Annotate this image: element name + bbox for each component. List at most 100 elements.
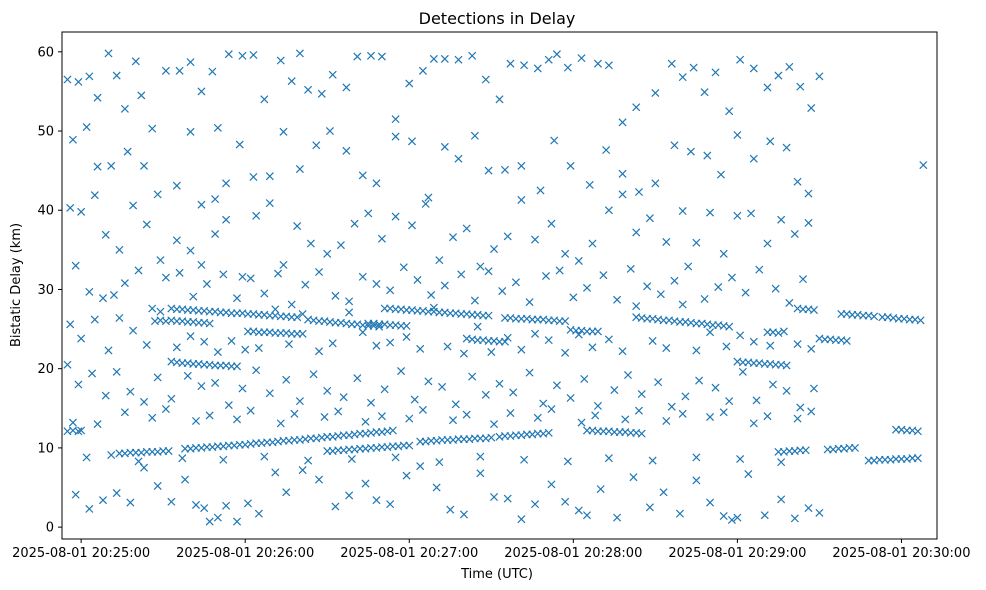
data-point <box>550 136 559 145</box>
data-point <box>692 476 701 485</box>
data-point <box>293 222 302 231</box>
data-point <box>623 370 633 380</box>
data-point <box>602 146 611 155</box>
data-point <box>260 95 269 104</box>
data-point <box>315 268 324 277</box>
data-point <box>774 329 783 338</box>
data-point <box>520 61 529 70</box>
data-point <box>440 142 449 151</box>
data-point <box>142 340 151 349</box>
data-point <box>202 279 211 288</box>
data-point <box>211 195 220 204</box>
data-point <box>364 209 373 218</box>
data-point <box>90 191 99 200</box>
data-point <box>273 269 283 278</box>
data-point <box>265 199 274 208</box>
data-point <box>656 290 665 299</box>
data-point <box>725 322 734 331</box>
data-point <box>295 165 304 174</box>
data-point <box>137 91 146 100</box>
data-point <box>306 239 315 248</box>
data-point <box>531 500 540 509</box>
data-point <box>451 400 460 409</box>
data-point <box>82 123 91 132</box>
data-point <box>500 337 509 346</box>
data-point <box>63 75 72 84</box>
data-point <box>295 49 304 58</box>
data-point <box>142 220 151 229</box>
data-point <box>342 83 351 92</box>
data-point <box>804 504 813 513</box>
data-point <box>481 390 490 399</box>
data-point <box>167 497 176 506</box>
data-point <box>686 147 695 156</box>
data-point <box>719 512 728 521</box>
data-point <box>744 470 753 479</box>
data-point <box>189 292 198 301</box>
data-point <box>506 409 515 418</box>
data-point <box>733 513 742 522</box>
x-tick-label: 2025-08-01 20:30:00 <box>832 546 970 561</box>
data-point <box>336 241 345 250</box>
data-point <box>809 384 818 393</box>
data-point <box>766 341 775 350</box>
y-axis-label: Bistatic Delay (km) <box>9 223 24 347</box>
x-tick-label: 2025-08-01 20:29:00 <box>668 546 806 561</box>
data-point <box>766 137 775 146</box>
data-point <box>265 172 274 181</box>
data-point <box>490 420 499 429</box>
data-point <box>448 416 458 425</box>
data-point <box>112 367 121 376</box>
data-point <box>454 154 463 163</box>
data-point <box>733 130 742 140</box>
data-point <box>531 235 540 244</box>
data-point <box>377 412 386 421</box>
data-point <box>503 333 512 342</box>
data-point <box>219 270 228 279</box>
data-point <box>610 386 619 395</box>
data-point <box>651 88 660 98</box>
data-point <box>260 452 269 461</box>
data-point <box>197 87 206 96</box>
data-point <box>249 172 258 181</box>
data-point <box>279 260 288 269</box>
data-point <box>246 406 255 415</box>
x-tick-label: 2025-08-01 20:28:00 <box>504 546 642 561</box>
data-point <box>391 212 400 221</box>
data-point <box>722 342 731 351</box>
y-axis: 0 10 20 30 40 50 60 <box>37 45 62 536</box>
data-point <box>391 453 400 462</box>
data-point <box>736 55 745 64</box>
data-point <box>678 73 687 82</box>
data-point <box>284 340 293 349</box>
data-point <box>213 513 222 522</box>
data-point <box>763 239 772 248</box>
data-point <box>156 307 165 316</box>
data-point <box>101 230 110 239</box>
data-point <box>68 418 77 427</box>
data-point <box>123 147 132 156</box>
data-point <box>706 498 715 507</box>
data-point <box>561 249 570 258</box>
data-point <box>637 390 646 399</box>
data-point <box>98 496 108 505</box>
data-point <box>304 456 313 465</box>
data-point <box>115 245 124 254</box>
data-point <box>487 433 496 442</box>
data-point <box>629 473 638 482</box>
data-point <box>276 56 285 65</box>
y-tick-label: 0 <box>46 521 54 536</box>
data-point <box>350 219 359 228</box>
data-point <box>88 369 97 378</box>
data-point <box>140 463 149 472</box>
data-point <box>235 140 244 149</box>
data-point <box>462 410 471 419</box>
data-point <box>793 414 802 423</box>
data-point <box>815 508 824 517</box>
data-point <box>667 59 676 68</box>
data-point <box>178 454 187 463</box>
data-point <box>222 215 231 224</box>
data-point <box>632 103 641 112</box>
data-point <box>913 454 922 463</box>
data-point <box>659 488 668 497</box>
